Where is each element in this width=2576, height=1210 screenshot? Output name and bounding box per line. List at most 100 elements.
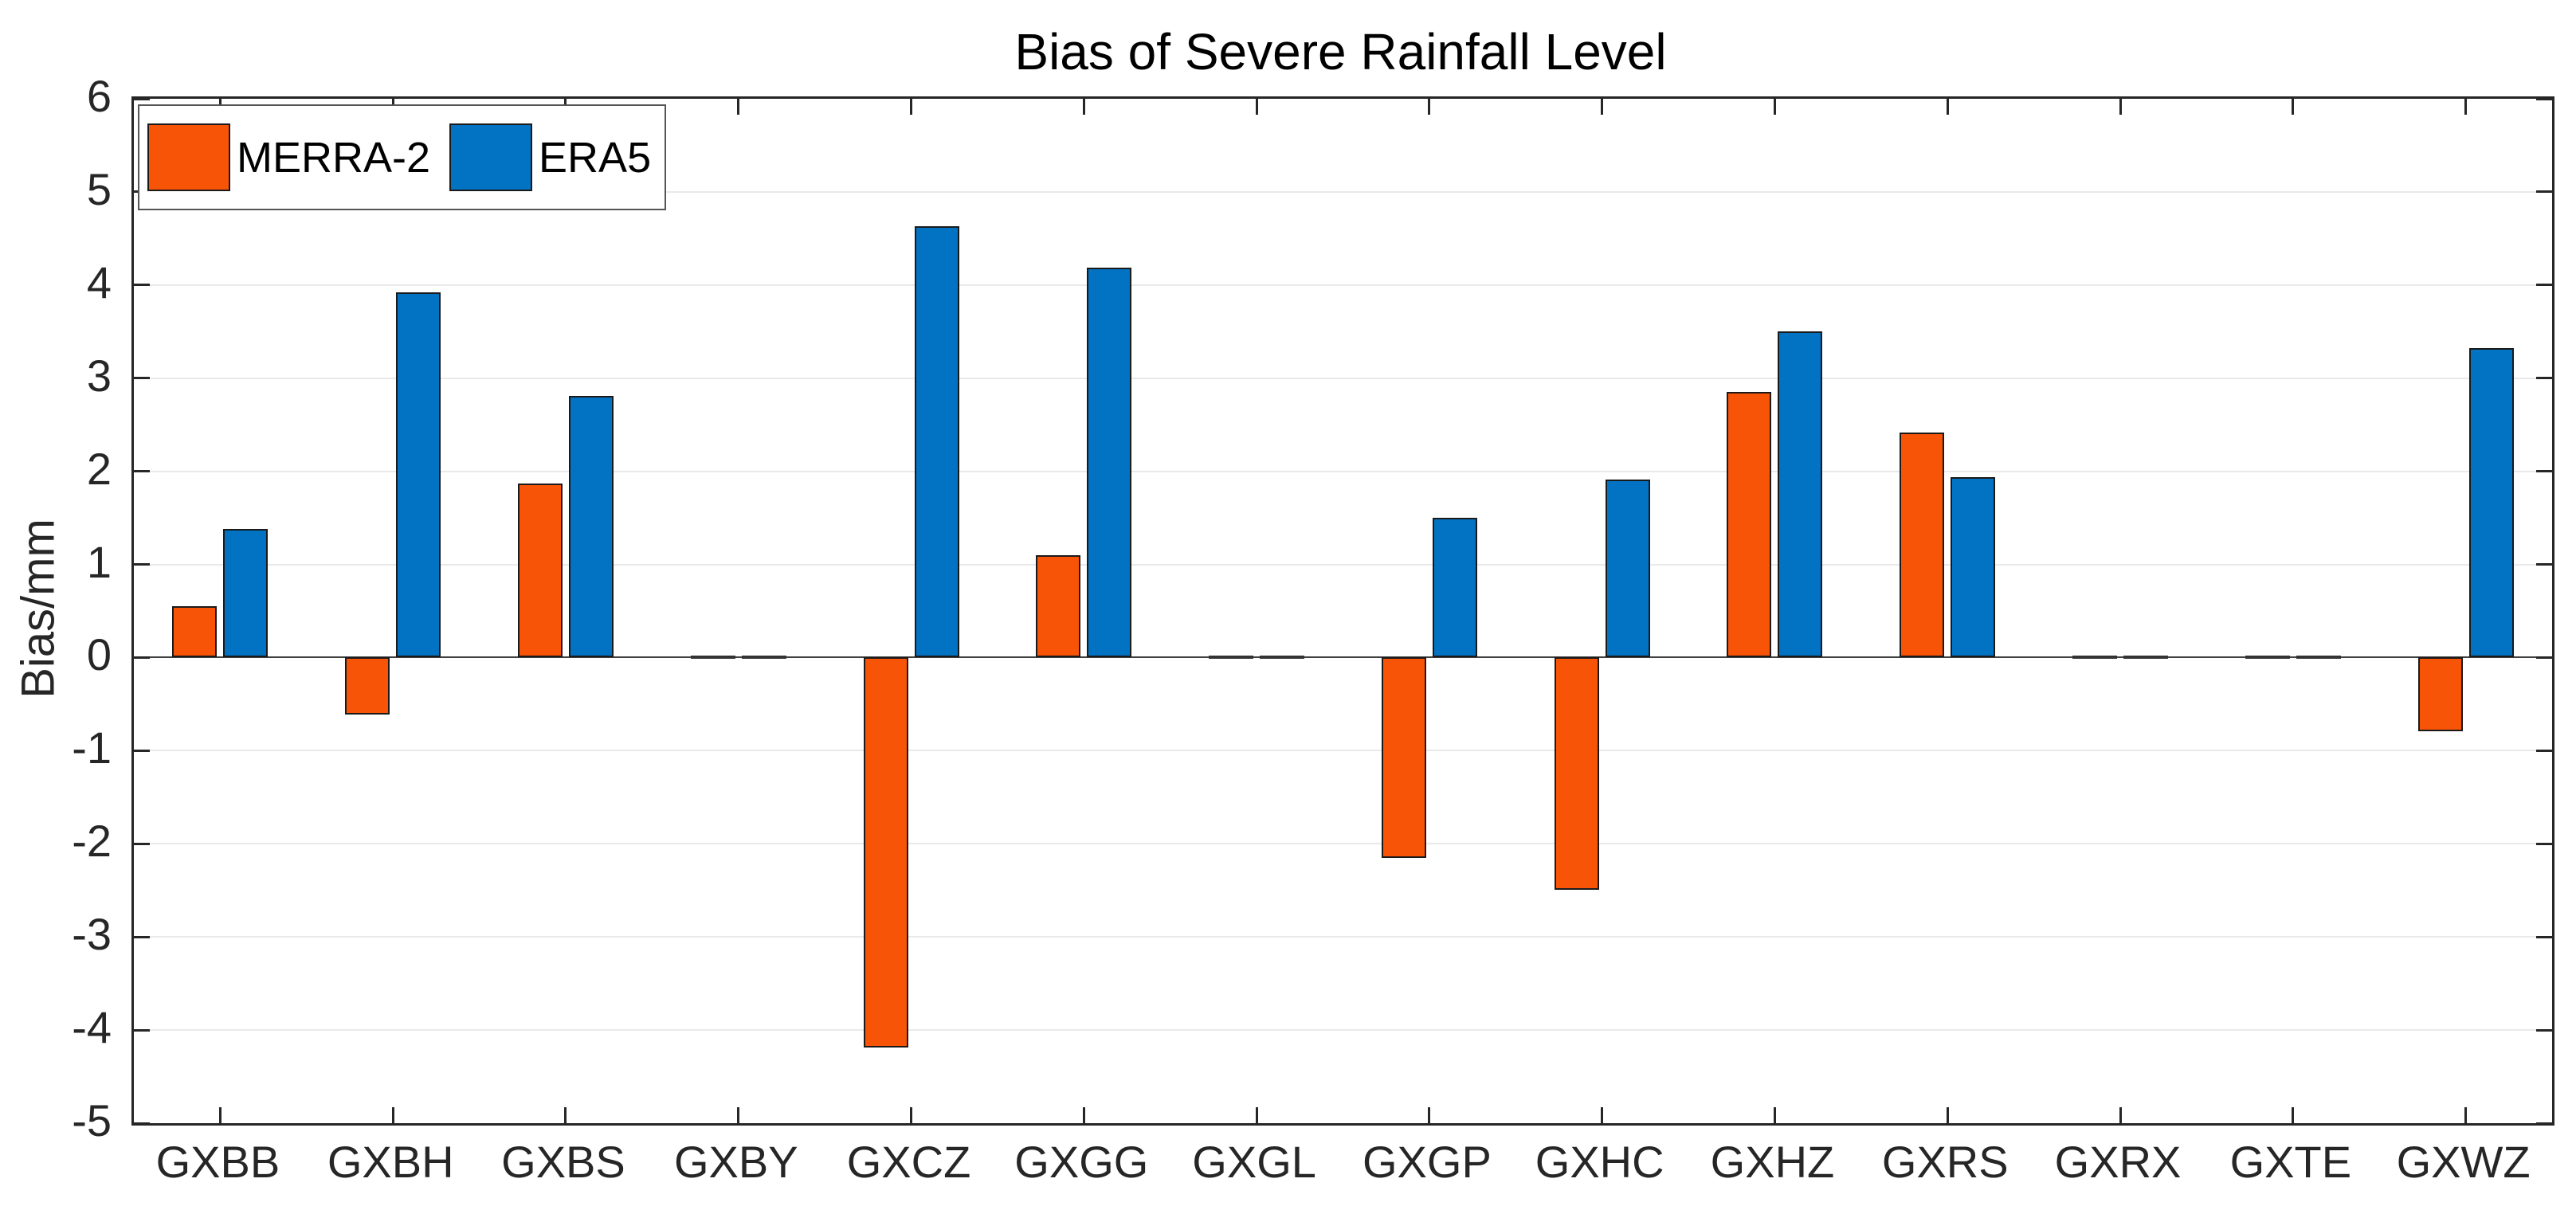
bar-ERA5-GXRS (1951, 476, 1996, 658)
legend-label-merra2: MERRA-2 (237, 133, 431, 182)
bar-MERRA-2-GXBB (172, 606, 218, 658)
bar-MERRA-2-GXBS (517, 483, 563, 658)
y-tick-label-6: 6 (86, 71, 112, 121)
x-tick-top-GXHZ (1773, 99, 1776, 115)
era5-swatch (449, 123, 533, 191)
chart-title: Bias of Severe Rainfall Level (1014, 23, 1667, 80)
x-tick-label-GXWZ: GXWZ (2396, 1137, 2531, 1187)
bar-ERA5-GXBS (568, 395, 614, 658)
y-tick-right--4 (2536, 1028, 2552, 1032)
x-tick-label-GXCZ: GXCZ (846, 1137, 971, 1187)
bar-ERA5-GXBY (741, 656, 786, 660)
y-tick-right-3 (2536, 377, 2552, 380)
x-tick-bottom-GXGG (1082, 1107, 1085, 1123)
y-tick-left--1 (134, 749, 150, 752)
y-tick-right-4 (2536, 284, 2552, 287)
gridline-y4 (134, 284, 2552, 286)
y-tick-right-6 (2536, 97, 2552, 100)
y-tick-right--5 (2536, 1122, 2552, 1125)
bar-ERA5-GXBB (223, 529, 269, 658)
x-tick-bottom-GXBH (391, 1107, 394, 1123)
y-tick-left--5 (134, 1122, 150, 1125)
legend-label-era5: ERA5 (539, 133, 652, 182)
y-tick-label-1: 1 (86, 536, 112, 587)
x-tick-bottom-GXRS (1946, 1107, 1949, 1123)
x-tick-top-GXGP (1428, 99, 1431, 115)
x-tick-label-GXHC: GXHC (1535, 1137, 1664, 1187)
bar-ERA5-GXHC (1605, 480, 1650, 658)
y-tick-label-3: 3 (86, 350, 112, 401)
merra2-swatch (147, 123, 230, 191)
bar-MERRA-2-GXBY (690, 656, 735, 660)
y-tick-label-2: 2 (86, 443, 112, 494)
bar-MERRA-2-GXHZ (1727, 392, 1772, 658)
y-tick-left-4 (134, 284, 150, 287)
gridline-y-4 (134, 1029, 2552, 1032)
y-tick-left--4 (134, 1028, 150, 1032)
bar-ERA5-GXHZ (1778, 331, 1823, 658)
bar-MERRA-2-GXHC (1554, 657, 1599, 890)
x-tick-bottom-GXHZ (1773, 1107, 1776, 1123)
y-tick-right-0 (2536, 656, 2552, 659)
bar-MERRA-2-GXBH (345, 657, 390, 715)
zero-baseline (134, 656, 2552, 659)
y-tick-label--2: -2 (72, 816, 112, 867)
bar-ERA5-GXBH (396, 292, 441, 658)
bar-ERA5-GXWZ (2468, 348, 2514, 658)
x-tick-label-GXHZ: GXHZ (1710, 1137, 1835, 1187)
x-tick-top-GXRS (1946, 99, 1949, 115)
y-tick-left-6 (134, 97, 150, 100)
x-tick-label-GXBY: GXBY (673, 1137, 798, 1187)
bar-MERRA-2-GXRX (2072, 656, 2118, 660)
y-tick-right--2 (2536, 842, 2552, 845)
bar-MERRA-2-GXCZ (863, 657, 908, 1048)
x-tick-bottom-GXGP (1428, 1107, 1431, 1123)
y-tick-right-2 (2536, 470, 2552, 473)
x-tick-bottom-GXHC (1601, 1107, 1604, 1123)
bar-ERA5-GXTE (2296, 656, 2341, 660)
x-tick-bottom-GXWZ (2464, 1107, 2468, 1123)
y-tick-right--1 (2536, 749, 2552, 752)
bar-MERRA-2-GXGP (1381, 657, 1426, 858)
x-tick-bottom-GXRX (2119, 1107, 2122, 1123)
x-tick-bottom-GXGL (1255, 1107, 1258, 1123)
x-tick-label-GXBS: GXBS (501, 1137, 625, 1187)
plot-area (131, 96, 2554, 1126)
gridline-y2 (134, 470, 2552, 472)
x-tick-label-GXBB: GXBB (155, 1137, 280, 1187)
x-tick-bottom-GXCZ (910, 1107, 913, 1123)
bar-ERA5-GXGG (1087, 267, 1132, 658)
x-tick-top-GXRX (2119, 99, 2122, 115)
x-tick-top-GXGG (1082, 99, 1085, 115)
y-tick-label-4: 4 (86, 256, 112, 307)
x-tick-bottom-GXBS (564, 1107, 567, 1123)
x-tick-label-GXBH: GXBH (327, 1137, 454, 1187)
y-tick-left-1 (134, 563, 150, 566)
x-tick-label-GXGL: GXGL (1192, 1137, 1316, 1187)
gridline-y-1 (134, 750, 2552, 752)
x-tick-label-GXRS: GXRS (1881, 1137, 2009, 1187)
x-tick-top-GXCZ (910, 99, 913, 115)
x-tick-label-GXTE: GXTE (2229, 1137, 2352, 1187)
x-tick-top-GXTE (2292, 99, 2295, 115)
gridline-y3 (134, 377, 2552, 379)
y-tick-label--1: -1 (72, 722, 112, 773)
gridline-y5 (134, 190, 2552, 193)
gridline-y-3 (134, 936, 2552, 938)
y-tick-label-5: 5 (86, 163, 112, 214)
bar-ERA5-GXCZ (914, 226, 959, 658)
y-tick-left--2 (134, 842, 150, 845)
bar-MERRA-2-GXRS (1900, 432, 1945, 658)
y-tick-left-3 (134, 377, 150, 380)
bar-ERA5-GXGP (1432, 518, 1477, 658)
legend-item-merra2: MERRA-2 (147, 123, 430, 191)
x-tick-top-GXHC (1601, 99, 1604, 115)
y-tick-label--5: -5 (72, 1095, 112, 1145)
y-tick-right-5 (2536, 190, 2552, 194)
y-tick-label--3: -3 (72, 909, 112, 960)
bar-ERA5-GXRX (2123, 656, 2169, 660)
y-tick-right--3 (2536, 935, 2552, 938)
x-tick-label-GXGG: GXGG (1014, 1137, 1149, 1187)
y-tick-left-0 (134, 656, 150, 659)
